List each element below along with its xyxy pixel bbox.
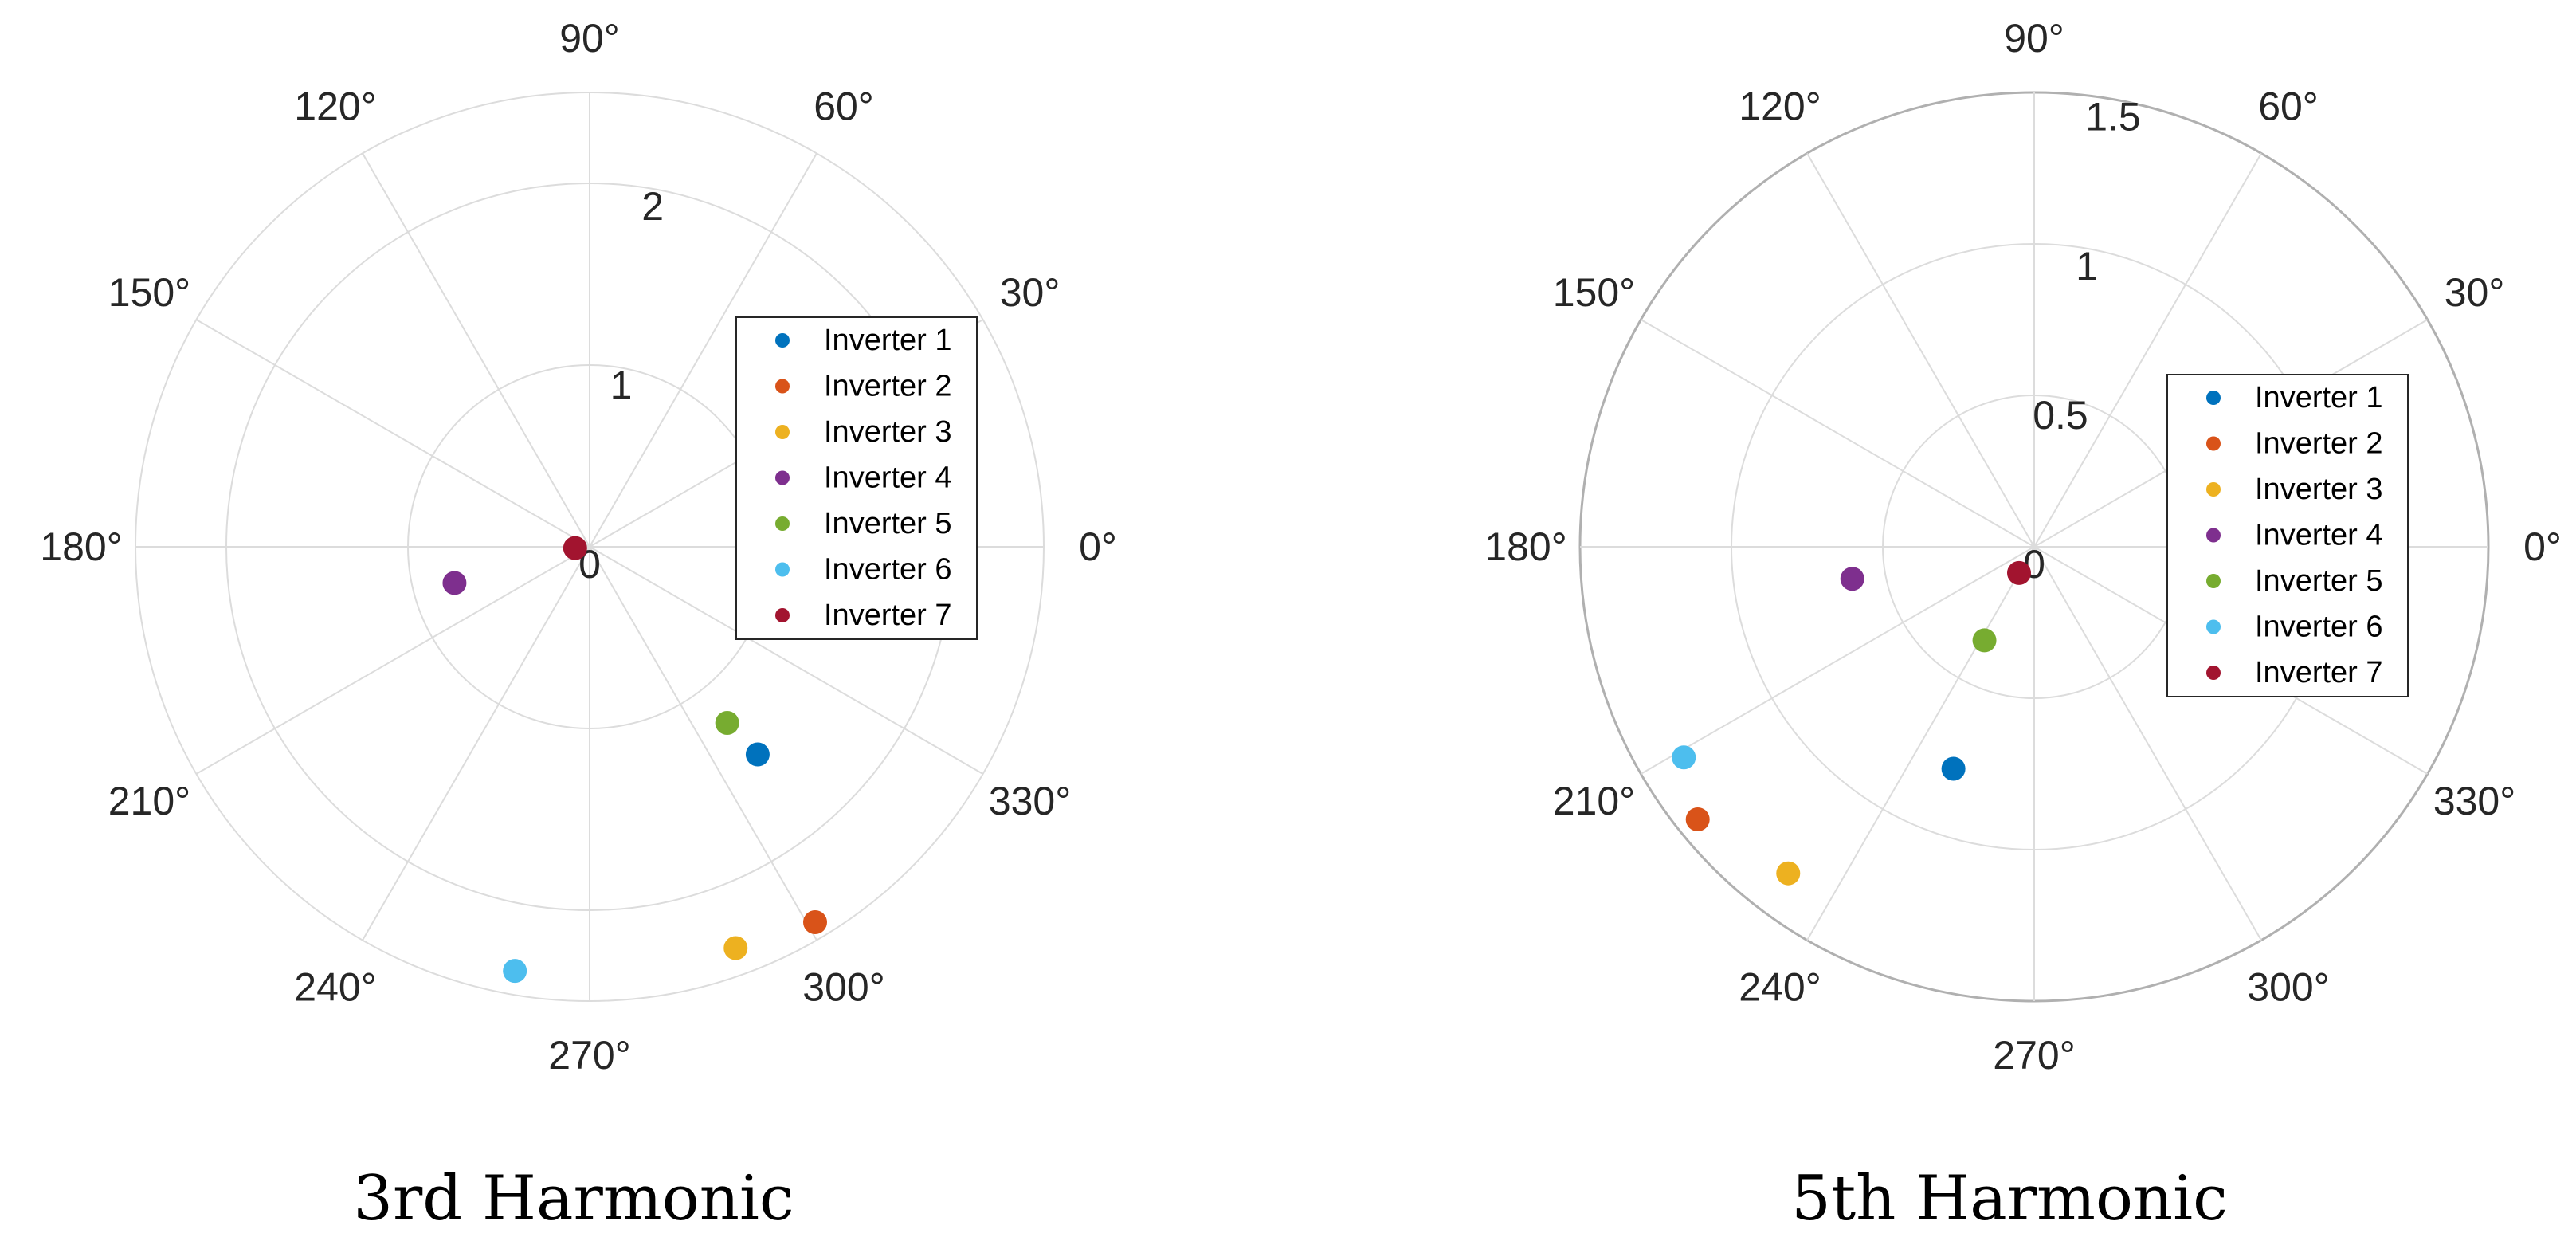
theta-tick-label: 30° [1000,270,1061,315]
data-point-inverter-3 [1776,861,1801,886]
legend-entry-label: Inverter 4 [824,461,952,495]
chart-title: 3rd Harmonic [353,1163,794,1235]
theta-tick-label: 60° [2258,84,2319,128]
angular-grid-line [1640,319,2035,548]
chart-title: 5th Harmonic [1791,1163,2228,1235]
polar-plot-3rd-harmonic: 0° 30° 60° 90° 120° 150° 180° 210° 240° 270° 300° 3… [40,16,1117,1235]
legend-entry-label: Inverter 1 [824,324,952,357]
legend: Inverter 1 Inverter 2 Inverter 3 Inverter 4… [735,316,978,640]
legend-marker [2206,391,2221,405]
data-point-inverter-4 [1840,567,1864,591]
data-point-inverter-5 [1972,628,1997,653]
legend-marker [775,608,790,622]
legend-entry-label: Inverter 1 [2255,381,2383,414]
data-point-inverter-7 [563,536,587,560]
theta-tick-label: 270° [1993,1033,2075,1078]
legend-marker [775,562,790,577]
theta-tick-label: 180° [1484,524,1566,569]
angular-grid-line [1806,546,2035,941]
legend-entry-label: Inverter 4 [2255,519,2383,552]
angular-grid-line [2033,546,2262,941]
theta-tick-label: 60° [814,84,874,128]
data-point-inverter-6 [503,959,527,984]
theta-tick-label: 330° [989,779,1071,823]
legend-marker [775,516,790,531]
data-point-inverter-4 [442,571,467,595]
legend-entry-label: Inverter 6 [824,553,952,587]
theta-tick-label: 240° [294,965,376,1010]
data-point-inverter-2 [803,909,828,934]
angular-grid-line [589,546,984,775]
angular-grid-line [2033,152,2262,548]
legend-entry-label: Inverter 2 [824,370,952,403]
data-point-inverter-2 [1685,807,1710,831]
angular-grid-line [1640,546,2035,775]
theta-tick-label: 300° [802,965,884,1010]
theta-tick-label: 330° [2433,779,2515,823]
theta-tick-label: 90° [559,16,620,61]
legend-marker [2206,574,2221,588]
data-point-inverter-5 [715,710,739,735]
theta-tick-label: 300° [2247,965,2329,1010]
legend-marker [775,379,790,394]
r-tick-label: 1.5 [2085,95,2141,139]
theta-tick-label: 150° [1553,270,1635,315]
theta-tick-label: 90° [2004,16,2064,61]
r-tick-label: 1 [2076,244,2098,289]
data-point-inverter-6 [1672,745,1696,770]
angular-grid-line [362,152,590,548]
angular-grid-line [1806,152,2035,548]
legend-entry-label: Inverter 2 [2255,427,2383,461]
legend-marker [2206,528,2221,543]
r-tick-label: 0.5 [2033,393,2088,438]
theta-tick-label: 180° [40,524,122,569]
angular-grid-line [195,319,590,548]
legend-marker [2206,619,2221,634]
angular-grid-line [195,546,590,775]
legend-entry-label: Inverter 7 [824,599,952,632]
r-tick-label: 2 [641,184,664,229]
theta-tick-label: 150° [108,270,190,315]
angular-grid-line [589,546,817,941]
data-point-inverter-1 [1941,756,1966,781]
legend-entry-label: Inverter 3 [824,415,952,449]
theta-tick-label: 270° [548,1033,630,1078]
theta-tick-label: 240° [1739,965,1821,1010]
legend: Inverter 1 Inverter 2 Inverter 3 Inverter 4… [2166,374,2409,697]
legend-marker [2206,482,2221,497]
angular-grid-line [589,152,817,548]
data-point-inverter-7 [2007,560,2031,585]
r-tick-label: 1 [610,363,633,407]
legend-marker [2206,666,2221,680]
angular-grid-line [362,546,590,941]
theta-tick-label: 120° [294,84,376,128]
theta-tick-label: 210° [108,779,190,823]
data-point-inverter-3 [723,936,748,960]
legend-entry-label: Inverter 6 [2255,611,2383,644]
legend-entry-label: Inverter 3 [2255,473,2383,506]
theta-tick-label: 0° [1079,524,1117,569]
legend-entry-label: Inverter 5 [824,507,952,540]
theta-tick-label: 210° [1553,779,1635,823]
legend-marker [775,425,790,439]
theta-tick-label: 0° [2523,524,2562,569]
theta-tick-label: 30° [2445,270,2505,315]
legend-marker [775,470,790,485]
data-point-inverter-1 [745,742,770,767]
legend-entry-label: Inverter 7 [2255,656,2383,689]
legend-marker [775,333,790,348]
legend-entry-label: Inverter 5 [2255,564,2383,598]
theta-tick-label: 120° [1739,84,1821,128]
polar-plot-5th-harmonic: 0° 30° 60° 90° 120° 150° 180° 210° 240° 270° 300° 3… [1484,16,2562,1235]
legend-marker [2206,436,2221,451]
